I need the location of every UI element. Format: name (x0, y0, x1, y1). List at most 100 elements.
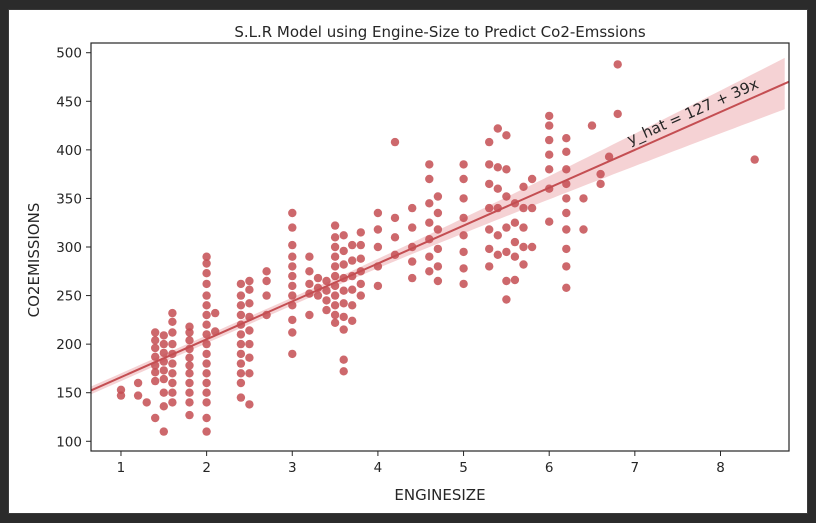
data-point (151, 328, 160, 337)
data-point (236, 339, 246, 349)
data-point (159, 374, 168, 384)
data-point (185, 388, 194, 397)
data-point (185, 328, 194, 337)
data-point (587, 121, 597, 130)
data-point (236, 301, 246, 310)
data-point (168, 308, 177, 318)
data-point (373, 225, 383, 234)
data-point (510, 237, 520, 247)
data-point (493, 250, 502, 259)
data-point (519, 203, 528, 213)
confidence-band (91, 57, 785, 395)
data-point (202, 339, 211, 349)
y-tick-label: 350 (56, 191, 82, 207)
data-point (330, 318, 340, 327)
data-point (116, 385, 126, 394)
data-point (211, 308, 220, 318)
data-point (330, 291, 340, 300)
data-point (459, 279, 468, 289)
data-point (485, 137, 494, 147)
data-point (579, 194, 588, 203)
data-point (459, 174, 468, 184)
y-tick-label: 200 (56, 337, 82, 353)
data-point (202, 330, 211, 339)
data-point (168, 388, 177, 397)
data-point (339, 325, 348, 334)
data-point (459, 231, 468, 240)
data-point (202, 320, 211, 329)
data-point (202, 349, 211, 359)
data-point (185, 336, 194, 345)
data-point (527, 203, 537, 213)
data-point (202, 427, 211, 436)
data-point (596, 179, 605, 189)
data-point (159, 366, 168, 375)
data-point (485, 203, 494, 213)
data-point (604, 152, 614, 161)
data-point (425, 199, 434, 208)
data-point (339, 260, 348, 269)
data-point (408, 203, 417, 213)
data-point (425, 160, 434, 169)
data-point (459, 213, 468, 223)
data-point (151, 336, 160, 345)
data-point (305, 252, 314, 261)
y-tick-label: 300 (56, 240, 82, 256)
data-point (151, 368, 160, 377)
data-point (510, 275, 520, 285)
data-point (390, 213, 400, 223)
data-point (262, 267, 271, 276)
data-point (425, 174, 434, 184)
data-point (562, 165, 571, 174)
data-point (502, 223, 511, 232)
data-point (408, 273, 417, 283)
data-point (348, 240, 357, 250)
data-point (245, 276, 254, 286)
data-point (339, 231, 348, 240)
data-point (459, 194, 468, 203)
y-tick-label: 100 (56, 434, 82, 450)
regression-line-path (90, 80, 790, 392)
data-point (288, 328, 297, 337)
data-point (613, 60, 622, 69)
data-point (330, 301, 340, 310)
data-point (151, 413, 160, 423)
data-point (339, 246, 348, 256)
data-point (356, 240, 365, 250)
y-tick-label: 500 (56, 46, 82, 62)
data-point (527, 174, 537, 184)
data-point (433, 208, 443, 218)
data-point (562, 208, 571, 218)
data-point (262, 291, 271, 300)
data-point (245, 353, 254, 362)
data-point (288, 271, 297, 281)
data-point (425, 252, 434, 261)
data-point (485, 225, 494, 234)
data-point (288, 315, 297, 325)
data-point (159, 388, 168, 397)
data-point (545, 121, 554, 130)
data-point (510, 218, 520, 227)
data-point (485, 160, 494, 169)
data-point (202, 301, 211, 310)
data-point (236, 369, 246, 378)
scatter-chart: S.L.R Model using Engine-Size to Predict… (25, 23, 790, 504)
data-point (322, 296, 331, 305)
data-point (330, 262, 340, 271)
data-point (519, 242, 528, 252)
data-point (305, 279, 314, 289)
data-point (348, 301, 357, 310)
chart-title: S.L.R Model using Engine-Size to Predict… (234, 23, 646, 41)
data-point (519, 260, 528, 269)
data-point (202, 413, 211, 423)
data-point (305, 310, 314, 320)
x-tick-label: 8 (716, 460, 725, 476)
data-point (502, 192, 511, 201)
data-point (245, 400, 254, 409)
regression-line (90, 80, 790, 392)
data-point (502, 295, 511, 304)
data-point (373, 208, 383, 218)
data-point (408, 223, 417, 232)
data-point (159, 331, 168, 340)
data-point (330, 271, 340, 281)
